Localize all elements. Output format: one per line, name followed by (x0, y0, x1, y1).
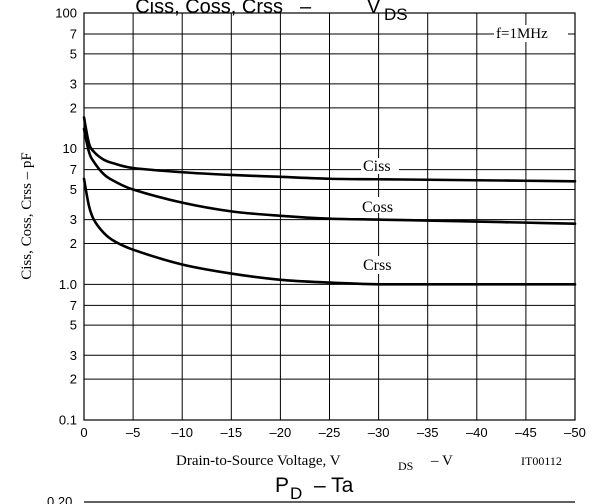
y-tick-label: 5 (70, 318, 77, 333)
x-axis-label-main: Drain-to-Source Voltage, V (176, 453, 341, 469)
x-tick-label: –25 (319, 425, 341, 440)
x-tick-label: –45 (515, 425, 537, 440)
series-line-coss (82, 127, 577, 225)
x-tick-label: –30 (368, 425, 390, 440)
crss-label-bg (361, 256, 401, 274)
x-axis-label: Drain-to-Source Voltage, V DS – V (176, 453, 453, 473)
y-tick-label: 10 (63, 141, 77, 156)
y-tick-label: 7 (70, 162, 77, 177)
y-tick-label: 5 (70, 46, 77, 61)
grid (83, 12, 576, 421)
x-tick-label: –50 (564, 425, 586, 440)
y-tick-label: 7 (70, 298, 77, 313)
x-tick-label: 0 (80, 425, 87, 440)
series-line-ciss (82, 116, 577, 183)
chart-title: Ciss, Coss, Crss – V DS (135, 0, 407, 24)
y-tick-label: 3 (70, 348, 77, 363)
y-tick-label: 1.0 (59, 277, 77, 292)
x-tick-label: –40 (466, 425, 488, 440)
x-tick-label: –20 (270, 425, 292, 440)
x-tick-labels: 0 –5 –10 –15 –20 –25 –30 –35 –40 –45 –50 (80, 425, 585, 440)
next-chart-first-tick: 0.20 (47, 494, 72, 504)
series-layer (82, 116, 577, 286)
series-line-crss (82, 177, 577, 286)
chart-title-text: Ciss, Coss, Crss (135, 0, 283, 18)
series-label-ciss: Ciss (363, 158, 391, 175)
figure-code: IT00112 (521, 454, 562, 468)
plot-frame (83, 12, 576, 421)
y-tick-label: 3 (70, 76, 77, 91)
coss-label-bg (360, 197, 404, 213)
y-tick-labels: 0.1 2 3 5 7 1.0 2 3 5 7 10 2 3 5 7 100 (55, 6, 77, 428)
y-tick-label: 2 (70, 100, 77, 115)
freq-annotation: f=1MHz (496, 26, 548, 42)
ciss-label-bg (361, 158, 399, 174)
freq-annotation-bg (494, 25, 568, 42)
next-chart-title-p: P (275, 474, 289, 497)
x-axis-label-sub: DS (398, 459, 413, 473)
next-chart-title: P D – Ta (275, 474, 354, 503)
x-tick-label: –35 (417, 425, 439, 440)
chart-title-sub: DS (384, 5, 408, 24)
y-tick-label: 7 (70, 27, 77, 42)
x-tick-label: –15 (220, 425, 242, 440)
y-tick-label: 3 (70, 212, 77, 227)
next-chart-title-sub: D (290, 484, 302, 503)
series-label-crss: Crss (363, 257, 391, 274)
y-tick-label: 2 (70, 372, 77, 387)
x-axis-label-unit: – V (430, 453, 453, 469)
x-tick-label: –5 (126, 425, 140, 440)
chart-title-dash: – (300, 0, 312, 18)
y-tick-label: 2 (70, 236, 77, 251)
next-chart-title-rest: – Ta (314, 474, 354, 497)
y-tick-label: 100 (55, 6, 77, 21)
series-label-coss: Coss (362, 199, 393, 216)
y-tick-label: 0.1 (59, 413, 77, 428)
x-tick-label: –10 (171, 425, 193, 440)
y-axis-label: Ciss, Coss, Crss – pF (19, 152, 35, 280)
y-tick-label: 5 (70, 182, 77, 197)
